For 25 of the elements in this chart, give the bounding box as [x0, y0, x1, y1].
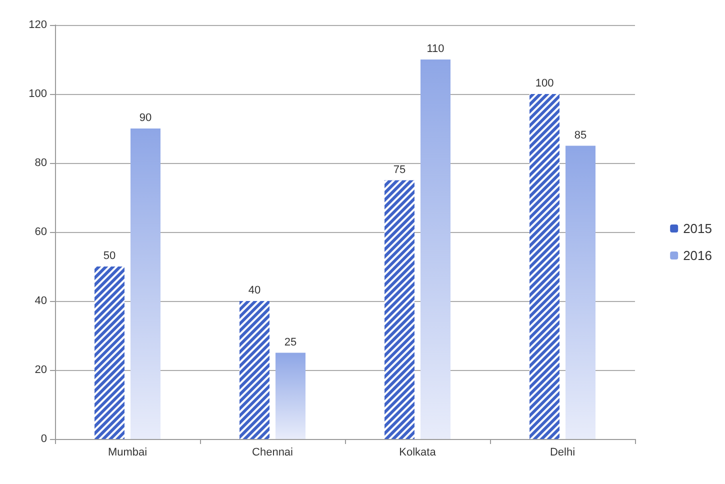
data-label: 90: [139, 112, 152, 124]
bar: [130, 128, 160, 439]
bar: [566, 146, 596, 439]
y-tick-label: 100: [28, 88, 47, 100]
data-label: 85: [574, 129, 587, 142]
y-tick-label: 120: [28, 19, 47, 31]
y-tick-label: 40: [34, 295, 47, 307]
data-label: 110: [426, 43, 444, 55]
bar: [276, 352, 306, 439]
y-tick-label: 60: [34, 226, 47, 238]
y-tick-label: 80: [34, 157, 47, 169]
data-label: 75: [393, 164, 406, 176]
x-tick-label: Delhi: [550, 446, 576, 458]
y-tick-label: 0: [40, 433, 47, 445]
data-label: 25: [284, 336, 297, 348]
x-tick-label: Kolkata: [399, 446, 437, 458]
y-tick-label: 20: [34, 364, 47, 376]
legend-label: 2015: [683, 221, 712, 236]
legend-label: 2016: [683, 248, 712, 263]
data-label: 100: [535, 78, 554, 90]
data-label: 40: [248, 284, 261, 296]
data-label: 50: [103, 250, 116, 262]
bar: [420, 60, 450, 439]
x-tick-label: Mumbai: [108, 446, 148, 458]
x-tick-label: Chennai: [252, 446, 293, 458]
